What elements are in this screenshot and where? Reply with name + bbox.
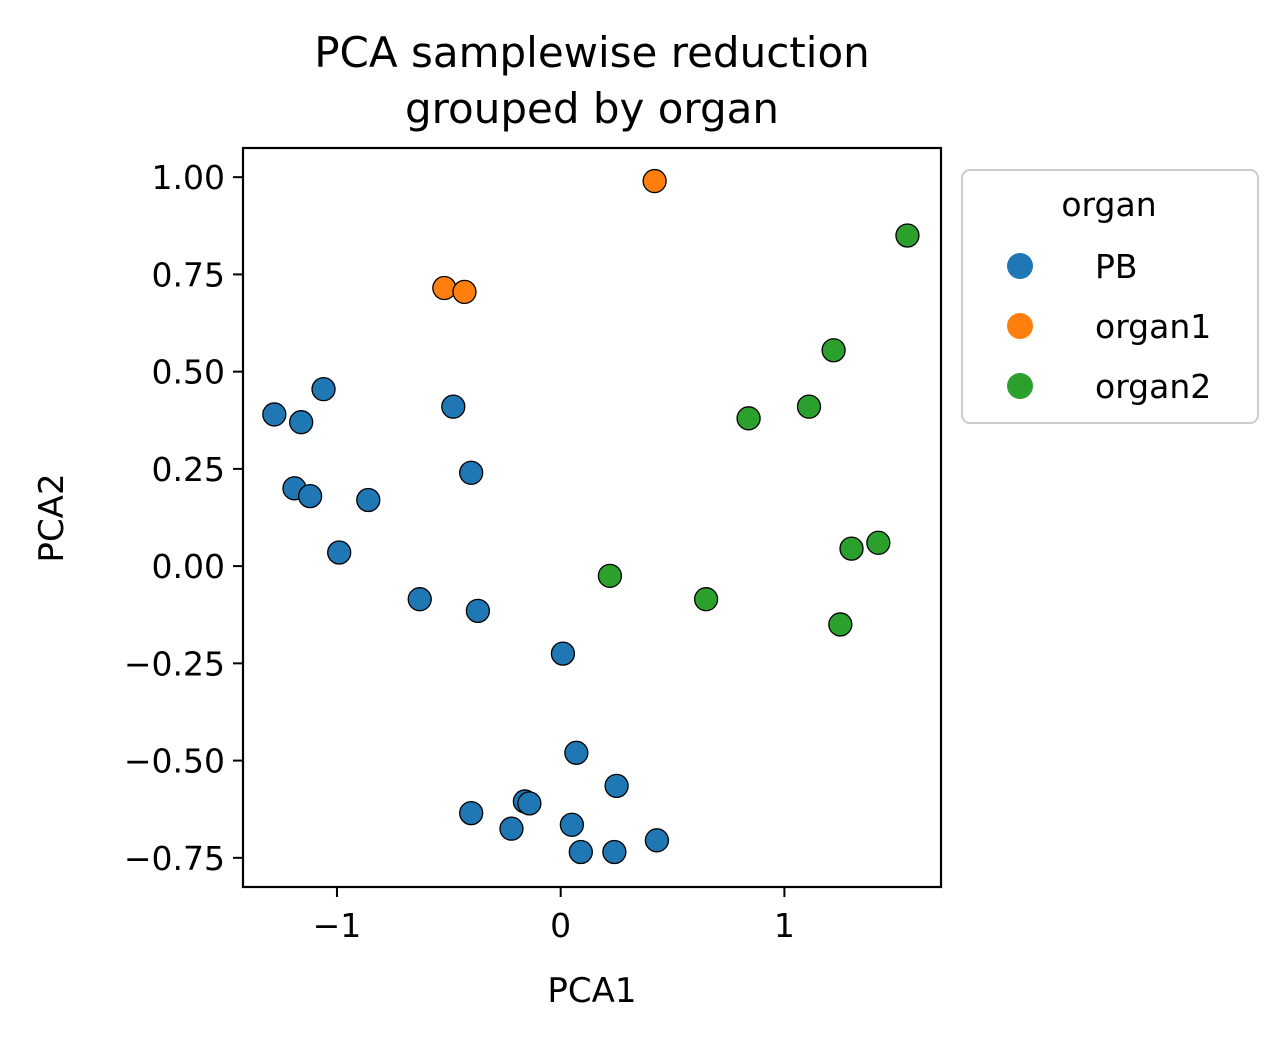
point-PB-9 <box>407 587 432 612</box>
plot-area-frame <box>241 146 943 889</box>
legend-marker-organ2 <box>1007 373 1033 399</box>
scatter-markers <box>262 168 920 865</box>
point-PB-13 <box>604 773 629 799</box>
x-axis-ticks: −1 0 1 <box>313 887 795 945</box>
point-organ2-0 <box>895 223 920 248</box>
point-PB-18 <box>559 812 585 837</box>
point-organ2-1 <box>821 338 846 363</box>
point-PB-6 <box>297 483 323 509</box>
x-tick-label: −1 <box>313 906 362 945</box>
point-PB-2 <box>311 376 336 402</box>
y-tick-label: −0.50 <box>124 742 225 781</box>
y-axis-label: PCA2 <box>32 473 72 562</box>
point-PB-15 <box>517 791 542 816</box>
legend-box <box>961 169 1259 424</box>
point-organ2-6 <box>597 563 623 588</box>
point-PB-7 <box>356 487 381 513</box>
y-tick-label: −0.25 <box>124 644 225 683</box>
point-organ1-2 <box>452 279 477 305</box>
x-axis-label: PCA1 <box>547 971 636 1011</box>
chart-subtitle: grouped by organ <box>405 84 779 133</box>
y-axis-ticks: 1.00 0.75 0.50 0.25 0.00 −0.25 −0.50 −0.75 <box>124 158 243 878</box>
legend-label-PB: PB <box>1095 247 1138 286</box>
legend-title: organ <box>1061 185 1156 224</box>
point-PB-19 <box>568 839 593 865</box>
point-PB-11 <box>550 641 576 666</box>
x-tick-label: 0 <box>550 906 571 945</box>
legend-label-organ1: organ1 <box>1095 307 1211 346</box>
point-PB-21 <box>644 828 670 853</box>
legend: organ PB organ1 organ2 <box>961 169 1259 424</box>
legend-label-organ2: organ2 <box>1095 367 1211 406</box>
point-organ2-8 <box>828 612 853 637</box>
point-organ2-2 <box>796 394 822 419</box>
y-tick-label: −0.75 <box>124 839 225 878</box>
point-PB-17 <box>499 816 524 841</box>
y-tick-label: 1.00 <box>152 158 225 197</box>
legend-marker-PB <box>1007 253 1033 279</box>
legend-items: PB organ1 organ2 <box>1007 247 1211 406</box>
point-PB-0 <box>262 402 287 427</box>
point-organ1-1 <box>432 275 457 301</box>
point-PB-1 <box>289 410 314 435</box>
point-PB-8 <box>327 540 352 565</box>
point-PB-4 <box>459 460 484 485</box>
y-tick-label: 0.75 <box>152 255 225 294</box>
point-PB-10 <box>465 598 491 623</box>
x-tick-label: 1 <box>774 906 795 945</box>
point-organ2-3 <box>736 406 761 431</box>
y-tick-label: 0.00 <box>152 547 225 586</box>
chart-title: PCA samplewise reduction <box>314 28 870 77</box>
legend-marker-organ1 <box>1007 313 1033 339</box>
point-organ2-5 <box>866 530 891 555</box>
point-PB-3 <box>441 394 466 419</box>
y-tick-label: 0.25 <box>152 450 225 489</box>
point-organ2-7 <box>693 587 719 612</box>
y-tick-label: 0.50 <box>152 353 225 392</box>
point-PB-20 <box>602 839 627 865</box>
point-organ1-0 <box>642 168 667 194</box>
point-organ2-4 <box>839 536 864 561</box>
point-PB-16 <box>459 800 484 826</box>
point-PB-12 <box>564 740 589 765</box>
